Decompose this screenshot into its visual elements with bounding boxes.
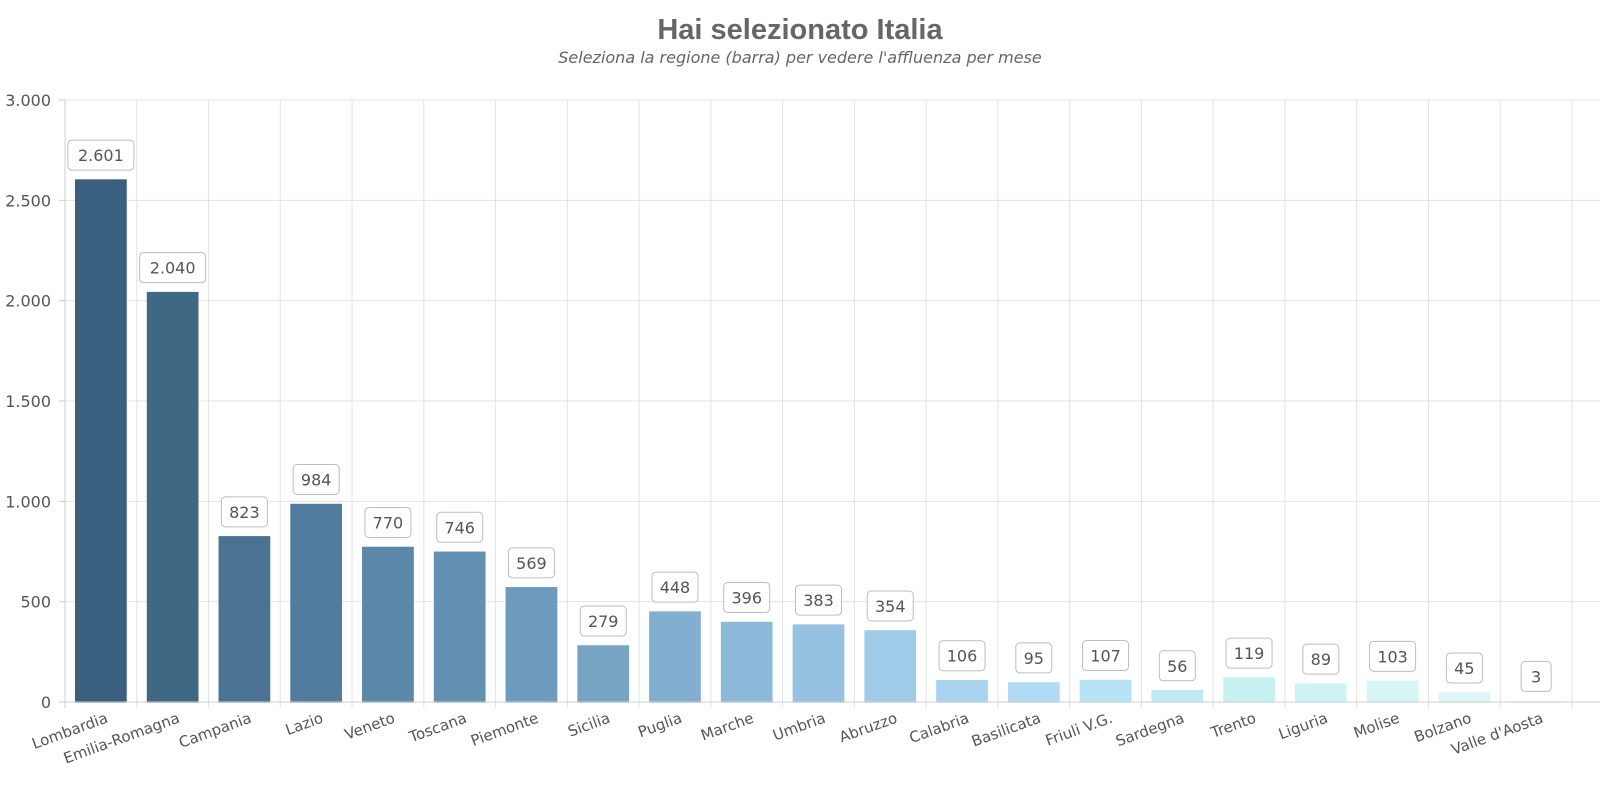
- chart-title: Hai selezionato Italia: [657, 14, 943, 46]
- data-label: 3: [1531, 667, 1541, 686]
- data-label: 984: [301, 471, 332, 490]
- data-label-box: [220, 496, 268, 528]
- data-label: 103: [1377, 647, 1408, 666]
- data-label-box: [866, 590, 914, 622]
- bar-calabria[interactable]: [936, 679, 988, 703]
- bar-veneto[interactable]: [362, 546, 414, 703]
- x-tick-label: Trento: [1208, 709, 1259, 742]
- bar-sicilia[interactable]: [577, 645, 630, 703]
- data-label: 354: [875, 597, 906, 616]
- y-tick-label: 1.000: [5, 492, 51, 511]
- bar-piemonte[interactable]: [505, 587, 558, 703]
- y-tick-label: 3.000: [5, 91, 51, 110]
- data-label: 2.601: [78, 146, 124, 165]
- data-label: 396: [731, 589, 762, 608]
- data-label: 89: [1311, 650, 1331, 669]
- data-label-box: [1225, 637, 1273, 669]
- x-tick-label: Piemonte: [468, 709, 540, 750]
- bars: [75, 179, 1562, 703]
- bar-puglia[interactable]: [649, 611, 701, 703]
- data-label-box: [507, 547, 555, 579]
- data-label-box: [1015, 642, 1053, 674]
- x-tick-label: Basilicata: [969, 709, 1043, 751]
- bar-basilicata[interactable]: [1007, 682, 1060, 703]
- data-label: 2.040: [150, 259, 196, 278]
- data-label: 56: [1167, 657, 1187, 676]
- x-tick-label: Veneto: [342, 709, 397, 744]
- bar-trento[interactable]: [1223, 677, 1275, 703]
- data-label-box: [1520, 660, 1552, 692]
- data-label: 45: [1454, 659, 1474, 678]
- bar-bolzano[interactable]: [1438, 692, 1491, 703]
- bar-campania[interactable]: [218, 536, 271, 703]
- data-label-box: [139, 252, 207, 284]
- data-label: 119: [1234, 644, 1265, 663]
- x-tick-label: Toscana: [406, 709, 469, 747]
- bar-sardegna[interactable]: [1151, 690, 1204, 703]
- data-label-box: [1445, 652, 1483, 684]
- data-label-box: [1082, 640, 1130, 672]
- data-label: 746: [444, 518, 475, 537]
- data-label: 448: [660, 578, 691, 597]
- x-tick-label: Sicilia: [565, 709, 612, 741]
- bar-liguria[interactable]: [1294, 683, 1347, 703]
- data-label-box: [723, 582, 771, 614]
- bar-umbria[interactable]: [792, 624, 845, 703]
- data-label: 107: [1090, 647, 1121, 666]
- x-tick-label: Campania: [176, 709, 253, 752]
- data-label-box: [651, 571, 699, 603]
- data-label: 569: [516, 554, 547, 573]
- data-label-box: [1302, 643, 1340, 675]
- x-tick-label: Umbria: [770, 709, 828, 745]
- y-tick-label: 0: [41, 693, 51, 712]
- x-tick-label: Sardegna: [1113, 709, 1186, 750]
- x-tick-label: Marche: [698, 709, 756, 745]
- y-tick-label: 2.500: [5, 191, 51, 210]
- bar-friuli-v-g[interactable]: [1079, 679, 1132, 703]
- bar-emilia-romagna[interactable]: [146, 291, 199, 703]
- data-label-box: [67, 139, 135, 171]
- y-tick-label: 500: [20, 593, 51, 612]
- data-label: 95: [1024, 649, 1044, 668]
- data-label-box: [436, 511, 484, 543]
- bar-marche[interactable]: [720, 621, 773, 703]
- data-label-box: [579, 605, 627, 637]
- data-label-box: [938, 640, 986, 672]
- x-tick-label: Friuli V.G.: [1043, 709, 1115, 750]
- bar-molise[interactable]: [1366, 680, 1419, 703]
- data-label-box: [1369, 640, 1417, 672]
- chart-subtitle: Seleziona la regione (barra) per vedere …: [558, 48, 1042, 67]
- bar-lombardia[interactable]: [75, 179, 127, 703]
- x-tick-label: Molise: [1351, 709, 1402, 742]
- bar-abruzzo[interactable]: [864, 630, 917, 703]
- x-tick-label: Lazio: [283, 709, 326, 739]
- bar-toscana[interactable]: [433, 551, 486, 703]
- data-label: 279: [588, 612, 619, 631]
- data-label: 383: [803, 591, 834, 610]
- y-tick-label: 1.500: [5, 392, 51, 411]
- x-tick-label: Puglia: [636, 709, 685, 741]
- data-label: 770: [373, 513, 404, 532]
- data-label-box: [292, 464, 340, 496]
- bar-lazio[interactable]: [290, 503, 343, 703]
- x-tick-label: Abruzzo: [837, 709, 900, 747]
- x-tick-label: Liguria: [1276, 709, 1330, 743]
- data-label-box: [795, 584, 842, 616]
- data-label: 823: [229, 503, 260, 522]
- x-tick-label: Calabria: [907, 709, 971, 747]
- data-label: 106: [947, 647, 978, 666]
- data-label-box: [364, 506, 412, 538]
- y-tick-label: 2.000: [5, 292, 51, 311]
- data-labels: 2.601 2.040 823 984 770 746 569 279 448 396 383 354…: [67, 139, 1552, 692]
- data-label-box: [1158, 650, 1196, 682]
